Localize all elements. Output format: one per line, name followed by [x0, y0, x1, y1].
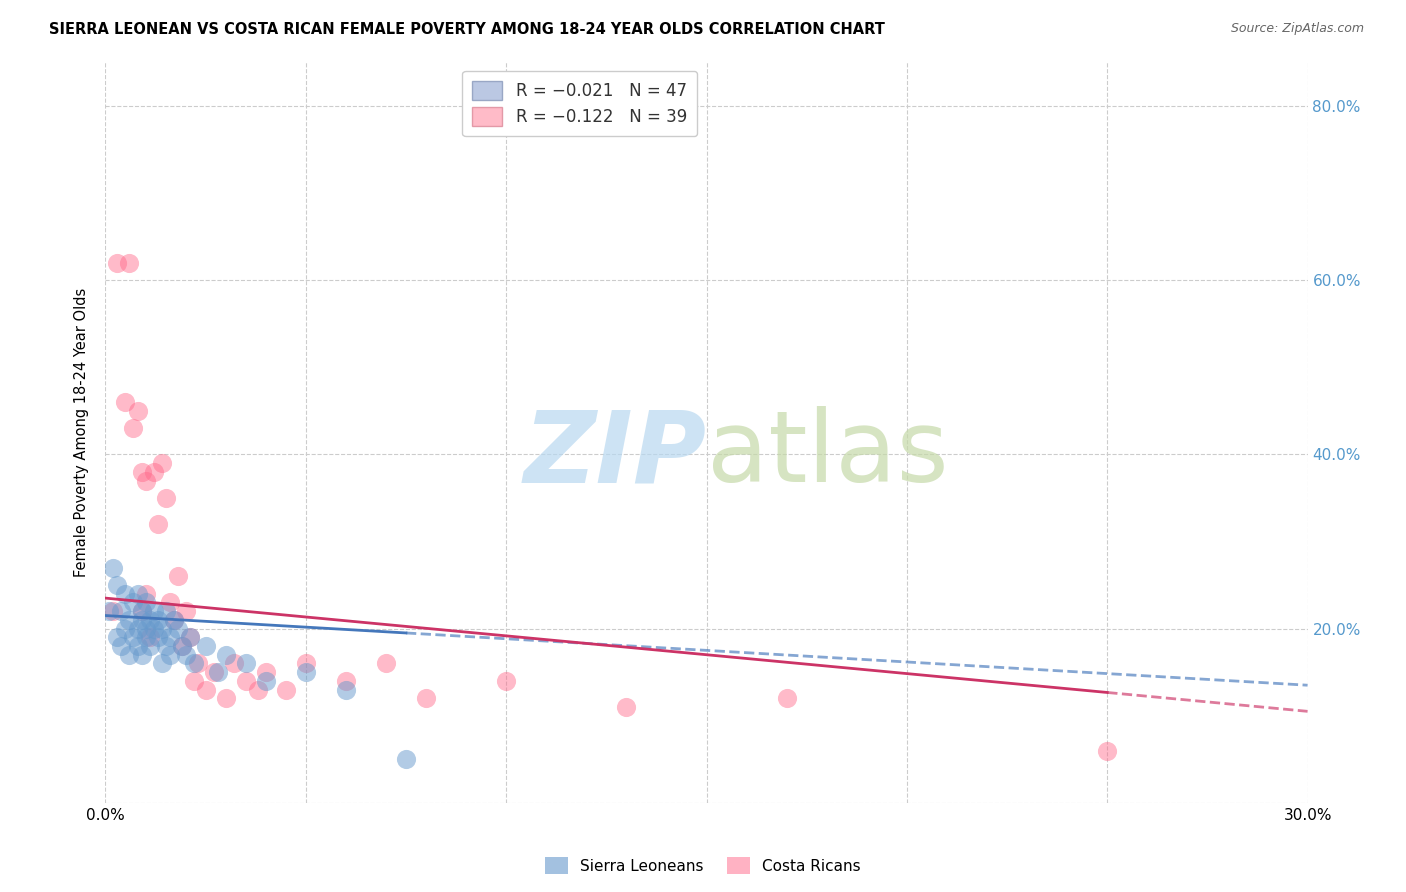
Point	[183, 673, 205, 688]
Point	[138, 630, 160, 644]
Text: SIERRA LEONEAN VS COSTA RICAN FEMALE POVERTY AMONG 18-24 YEAR OLDS CORRELATION C: SIERRA LEONEAN VS COSTA RICAN FEMALE POV…	[49, 22, 886, 37]
Point	[146, 517, 169, 532]
Point	[118, 256, 141, 270]
Point	[142, 622, 165, 636]
Point	[127, 622, 149, 636]
Point	[335, 682, 357, 697]
Point	[235, 657, 257, 671]
Point	[295, 665, 318, 680]
Point	[103, 604, 125, 618]
Point	[107, 256, 129, 270]
Point	[170, 639, 193, 653]
Point	[214, 691, 236, 706]
Point	[202, 665, 225, 680]
Point	[187, 657, 209, 671]
Point	[1097, 743, 1119, 757]
Point	[110, 639, 132, 653]
Point	[131, 648, 153, 662]
Point	[254, 673, 277, 688]
Point	[98, 604, 121, 618]
Point	[179, 630, 201, 644]
Point	[122, 595, 145, 609]
Point	[246, 682, 269, 697]
Point	[214, 648, 236, 662]
Point	[138, 613, 160, 627]
Point	[138, 639, 160, 653]
Legend: Sierra Leoneans, Costa Ricans: Sierra Leoneans, Costa Ricans	[540, 851, 866, 880]
Point	[150, 657, 173, 671]
Point	[127, 639, 149, 653]
Point	[131, 613, 153, 627]
Point	[183, 657, 205, 671]
Point	[142, 604, 165, 618]
Point	[194, 682, 217, 697]
Point	[118, 613, 141, 627]
Point	[159, 630, 181, 644]
Text: Source: ZipAtlas.com: Source: ZipAtlas.com	[1230, 22, 1364, 36]
Point	[131, 604, 153, 618]
Legend: R = −0.021   N = 47, R = −0.122   N = 39: R = −0.021 N = 47, R = −0.122 N = 39	[463, 70, 697, 136]
Point	[142, 465, 165, 479]
Point	[222, 657, 245, 671]
Point	[295, 657, 318, 671]
Text: ZIP: ZIP	[523, 407, 707, 503]
Point	[122, 630, 145, 644]
Point	[155, 491, 177, 505]
Point	[179, 630, 201, 644]
Point	[166, 622, 188, 636]
Point	[135, 474, 157, 488]
Point	[150, 456, 173, 470]
Point	[146, 630, 169, 644]
Point	[135, 622, 157, 636]
Point	[110, 604, 132, 618]
Point	[114, 395, 136, 409]
Point	[159, 648, 181, 662]
Point	[131, 604, 153, 618]
Point	[131, 465, 153, 479]
Point	[170, 639, 193, 653]
Point	[114, 622, 136, 636]
Point	[374, 657, 398, 671]
Point	[114, 587, 136, 601]
Point	[415, 691, 437, 706]
Point	[103, 560, 125, 574]
Point	[174, 648, 197, 662]
Point	[495, 673, 517, 688]
Point	[254, 665, 277, 680]
Point	[235, 673, 257, 688]
Point	[107, 630, 129, 644]
Point	[162, 613, 184, 627]
Point	[118, 648, 141, 662]
Point	[146, 613, 169, 627]
Text: atlas: atlas	[707, 407, 948, 503]
Point	[159, 595, 181, 609]
Point	[776, 691, 799, 706]
Point	[155, 639, 177, 653]
Point	[135, 587, 157, 601]
Point	[135, 630, 157, 644]
Point	[616, 700, 638, 714]
Point	[107, 578, 129, 592]
Point	[127, 587, 149, 601]
Point	[166, 569, 188, 583]
Point	[274, 682, 297, 697]
Point	[122, 421, 145, 435]
Point	[135, 595, 157, 609]
Point	[150, 622, 173, 636]
Point	[395, 752, 418, 766]
Y-axis label: Female Poverty Among 18-24 Year Olds: Female Poverty Among 18-24 Year Olds	[75, 288, 90, 577]
Point	[335, 673, 357, 688]
Point	[155, 604, 177, 618]
Point	[162, 613, 184, 627]
Point	[174, 604, 197, 618]
Point	[207, 665, 229, 680]
Point	[127, 404, 149, 418]
Point	[194, 639, 217, 653]
